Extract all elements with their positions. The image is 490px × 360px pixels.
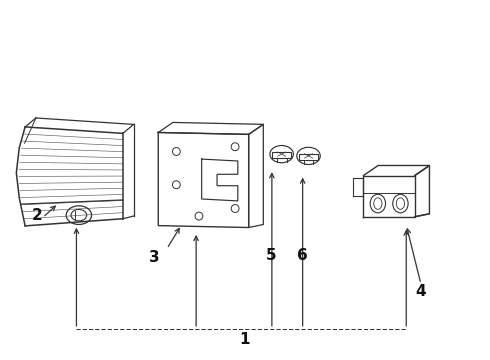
- Text: 2: 2: [32, 208, 43, 223]
- Bar: [299, 154, 318, 160]
- Text: 4: 4: [416, 284, 426, 299]
- Bar: [272, 152, 292, 158]
- Text: 3: 3: [149, 249, 160, 265]
- Text: 1: 1: [240, 332, 250, 347]
- Text: 6: 6: [297, 248, 308, 263]
- Text: 5: 5: [266, 248, 276, 263]
